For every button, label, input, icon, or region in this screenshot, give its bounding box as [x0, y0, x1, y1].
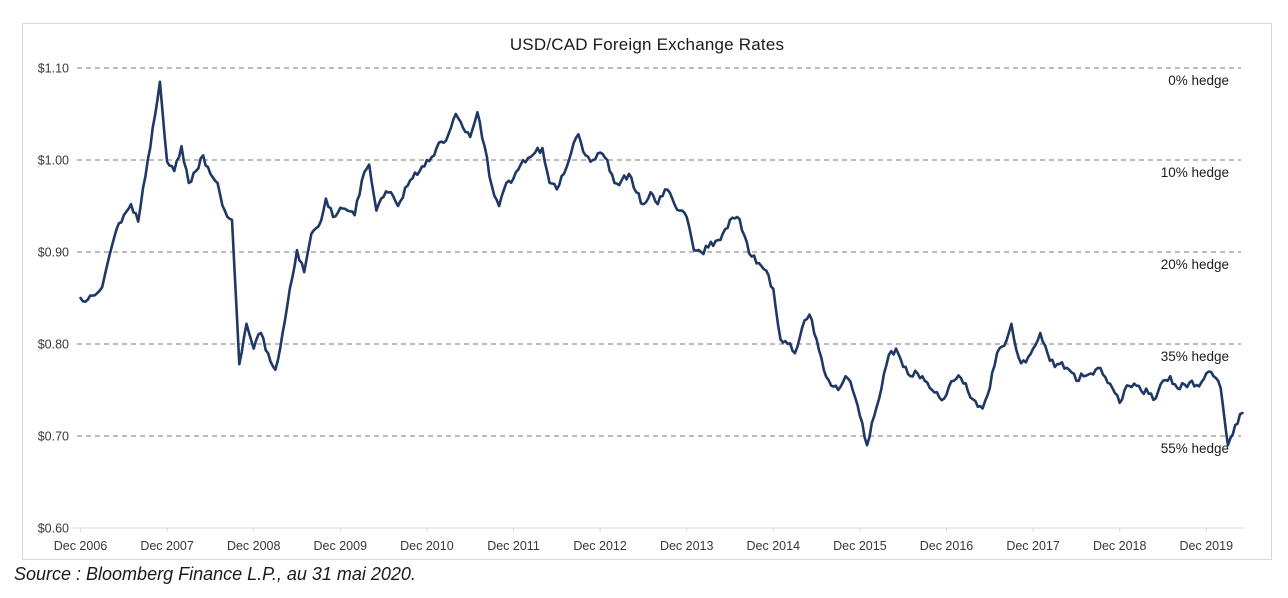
- hedge-label: 20% hedge: [1161, 257, 1229, 272]
- hedge-label: 10% hedge: [1161, 165, 1229, 180]
- y-axis-tick-label: $0.60: [38, 522, 69, 536]
- chart-frame: USD/CAD Foreign Exchange Rates $1.10 $1.0…: [22, 23, 1272, 560]
- x-axis-tick-label: Dec 2017: [1006, 539, 1060, 553]
- x-axis-tick-label: Dec 2014: [747, 539, 801, 553]
- x-axis-tick-label: Dec 2012: [573, 539, 627, 553]
- y-axis-tick-label: $0.70: [38, 430, 69, 444]
- chart-title: USD/CAD Foreign Exchange Rates: [509, 35, 785, 54]
- hedge-label: 35% hedge: [1161, 349, 1229, 364]
- source-caption: Source : Bloomberg Finance L.P., au 31 m…: [14, 564, 416, 584]
- y-axis-tick-label: $1.10: [38, 62, 69, 76]
- x-axis-tick-label: Dec 2006: [54, 539, 108, 553]
- y-axis-tick-label: $0.80: [38, 338, 69, 352]
- x-axis-tick-label: Dec 2016: [920, 539, 974, 553]
- x-axis-tick-label: Dec 2008: [227, 539, 281, 553]
- x-axis-tick-label: Dec 2018: [1093, 539, 1147, 553]
- hedge-label: 55% hedge: [1161, 441, 1229, 456]
- hedge-label: 0% hedge: [1168, 73, 1229, 88]
- x-axis-tick-label: Dec 2009: [314, 539, 368, 553]
- usdcad-rate-line: [79, 80, 1244, 447]
- y-axis-tick-label: $1.00: [38, 154, 69, 168]
- x-axis-tick-label: Dec 2013: [660, 539, 714, 553]
- exchange-rate-chart: $1.10 $1.00 $0.90 $0.80 $0.70 $0.60 0% hedge 10…: [38, 62, 1245, 553]
- x-axis-tick-label: Dec 2007: [140, 539, 194, 553]
- x-axis-tick-label: Dec 2015: [833, 539, 887, 553]
- y-axis-tick-label: $0.90: [38, 246, 69, 260]
- x-axis-tick-label: Dec 2010: [400, 539, 454, 553]
- x-axis-tick-label: Dec 2011: [487, 539, 540, 553]
- x-axis-tick-label: Dec 2019: [1180, 539, 1234, 553]
